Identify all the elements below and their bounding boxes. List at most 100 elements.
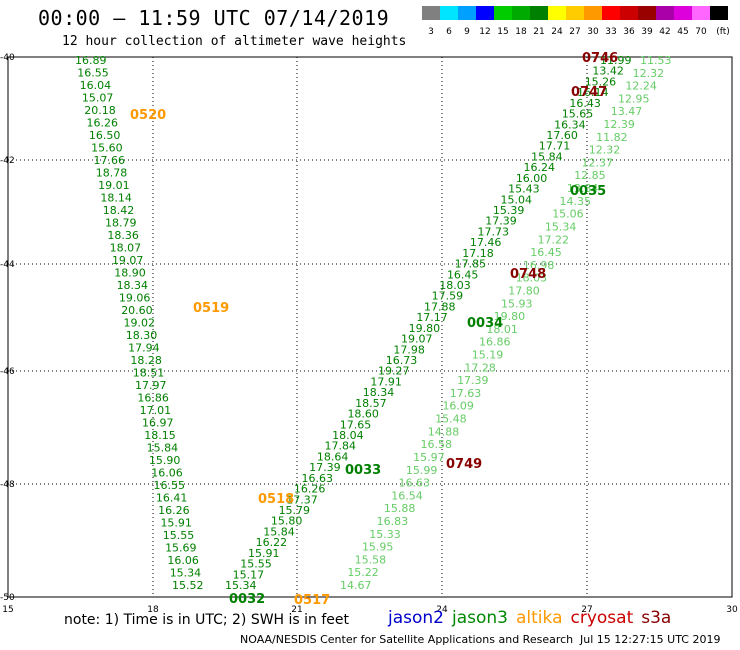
wave-height-value: 18.51 bbox=[133, 367, 165, 380]
wave-height-value: 19.80 bbox=[409, 322, 441, 335]
wave-height-value: 11.53 bbox=[640, 54, 672, 67]
wave-height-value: 15.04 bbox=[501, 193, 533, 206]
wave-height-value: 16.06 bbox=[167, 554, 199, 567]
y-tick-label: -40 bbox=[0, 53, 15, 63]
x-tick-label: 21 bbox=[291, 605, 302, 615]
wave-height-value: 16.73 bbox=[386, 354, 418, 367]
wave-height-value: 12.39 bbox=[603, 118, 635, 131]
wave-height-value: 14.67 bbox=[340, 579, 372, 592]
wave-height-value: 12.95 bbox=[618, 92, 650, 105]
wave-height-value: 16.86 bbox=[137, 392, 169, 405]
wave-height-value: 18.28 bbox=[130, 354, 162, 367]
satellite-cryosat: cryosat bbox=[570, 608, 634, 628]
wave-height-value: 18.15 bbox=[144, 429, 176, 442]
time-label: 0032 bbox=[229, 592, 265, 607]
wave-height-value: 16.41 bbox=[156, 492, 188, 505]
wave-height-value: 15.60 bbox=[91, 142, 123, 155]
wave-height-value: 13.84 bbox=[567, 182, 599, 195]
legend-swatch bbox=[692, 6, 710, 20]
wave-height-value: 14.88 bbox=[428, 425, 460, 438]
time-label: 0747 bbox=[571, 85, 607, 100]
wave-height-value: 19.80 bbox=[494, 310, 526, 323]
legend-swatch bbox=[440, 6, 458, 20]
wave-height-value: 18.34 bbox=[363, 386, 395, 399]
wave-height-value: 17.39 bbox=[309, 461, 341, 474]
wave-height-value: 16.45 bbox=[530, 246, 562, 259]
legend-label: 27 bbox=[569, 27, 580, 37]
legend-swatch bbox=[476, 6, 494, 20]
wave-height-value: 17.28 bbox=[464, 361, 496, 374]
legend-swatch bbox=[566, 6, 584, 20]
wave-height-value: 19.07 bbox=[112, 254, 144, 267]
legend-swatch bbox=[422, 6, 440, 20]
x-tick-label: 27 bbox=[581, 605, 592, 615]
wave-height-value: 15.90 bbox=[149, 454, 181, 467]
wave-height-value: 20.18 bbox=[84, 104, 116, 117]
legend-label: (ft) bbox=[716, 27, 730, 37]
wave-height-value: 18.04 bbox=[332, 429, 364, 442]
time-label: 0749 bbox=[446, 457, 482, 472]
time-label: 0035 bbox=[570, 184, 606, 199]
wave-height-value: 15.97 bbox=[413, 451, 445, 464]
legend-label: 9 bbox=[464, 27, 470, 37]
wave-height-value: 17.98 bbox=[393, 343, 425, 356]
wave-height-value: 16.26 bbox=[158, 504, 190, 517]
wave-height-value: 12.85 bbox=[574, 169, 606, 182]
wave-height-value: 17.80 bbox=[508, 284, 540, 297]
wave-height-value: 15.55 bbox=[163, 529, 195, 542]
wave-height-value: 17.46 bbox=[470, 236, 502, 249]
wave-height-value: 17.66 bbox=[93, 154, 125, 167]
wave-height-value: 17.39 bbox=[485, 215, 517, 228]
wave-height-value: 15.43 bbox=[508, 183, 540, 196]
time-label: 0746 bbox=[582, 51, 618, 66]
wave-height-value: 19.06 bbox=[119, 292, 151, 305]
time-label: 0033 bbox=[345, 463, 381, 478]
wave-height-value: 18.79 bbox=[105, 217, 136, 230]
wave-height-value: 15.80 bbox=[271, 515, 303, 528]
wave-height-value: 16.26 bbox=[294, 483, 326, 496]
wave-height-value: 16.89 bbox=[75, 54, 107, 67]
wave-height-value: 15.79 bbox=[279, 504, 311, 517]
legend-label: 70 bbox=[695, 27, 707, 37]
wave-height-value: 11.99 bbox=[600, 54, 632, 67]
wave-height-value: 17.37 bbox=[286, 493, 318, 506]
wave-height-value: 17.94 bbox=[128, 342, 160, 355]
wave-height-value: 18.57 bbox=[355, 397, 387, 410]
legend-label: 3 bbox=[428, 27, 434, 37]
wave-height-value: 16.54 bbox=[391, 489, 423, 502]
wave-height-value: 16.04 bbox=[80, 79, 112, 92]
wave-height-value: 15.65 bbox=[562, 108, 594, 121]
wave-height-value: 15.88 bbox=[384, 502, 416, 515]
satellite-s3a: s3a bbox=[641, 608, 672, 628]
wave-height-value: 12.32 bbox=[589, 144, 621, 157]
wave-height-value: 15.95 bbox=[362, 541, 394, 554]
satellite-jason3: jason3 bbox=[452, 608, 508, 628]
wave-height-value: 17.73 bbox=[478, 225, 510, 238]
wave-height-value: 13.42 bbox=[592, 65, 624, 78]
wave-height-value: 16.09 bbox=[442, 400, 474, 413]
wave-height-value: 16.55 bbox=[77, 67, 109, 80]
legend-label: 24 bbox=[551, 27, 563, 37]
wave-height-value: 14.35 bbox=[560, 195, 592, 208]
wave-height-value: 15.55 bbox=[240, 558, 272, 571]
wave-height-value: 16.97 bbox=[142, 417, 174, 430]
wave-height-value: 15.48 bbox=[435, 413, 467, 426]
legend-label: 21 bbox=[533, 27, 544, 37]
legend-label: 39 bbox=[641, 27, 653, 37]
wave-height-value: 12.37 bbox=[581, 156, 613, 169]
legend-label: 30 bbox=[587, 27, 599, 37]
wave-height-value: 15.84 bbox=[263, 525, 295, 538]
legend-label: 33 bbox=[605, 27, 616, 37]
legend-swatch bbox=[458, 6, 476, 20]
legend-swatch bbox=[548, 6, 566, 20]
y-tick-label: -48 bbox=[0, 480, 15, 490]
wave-height-value: 15.17 bbox=[233, 568, 265, 581]
wave-height-value: 15.52 bbox=[172, 579, 204, 592]
time-label: 0518 bbox=[258, 492, 294, 507]
time-label: 0520 bbox=[130, 108, 166, 123]
wave-height-value: 16.43 bbox=[569, 97, 601, 110]
page-subtitle: 12 hour collection of altimeter wave hei… bbox=[62, 34, 407, 49]
page-title: 00:00 – 11:59 UTC 07/14/2019 bbox=[38, 6, 390, 30]
wave-height-value: 16.14 bbox=[577, 86, 609, 99]
